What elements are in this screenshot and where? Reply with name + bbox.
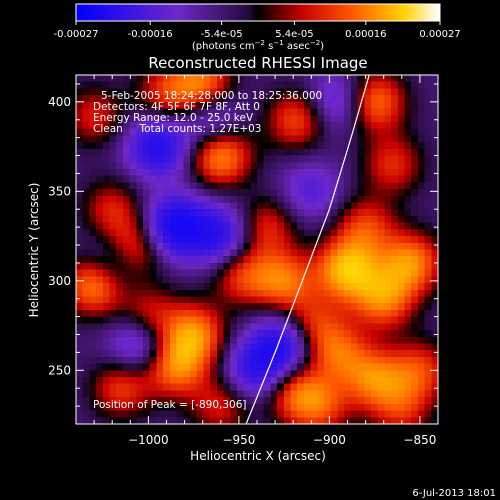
- annotation-detectors: Detectors: 4F 5F 6F 7F 8F, Att 0: [93, 101, 260, 113]
- colorbar-tick-label: -0.00016: [128, 29, 173, 40]
- annotation-block: 5-Feb-2005 18:24:28.000 to 18:25:36.000 …: [93, 90, 322, 135]
- chart-title: Reconstructed RHESSI Image: [148, 54, 367, 72]
- annotation-time-range: 5-Feb-2005 18:24:28.000 to 18:25:36.000: [101, 90, 322, 102]
- colorbar-tick-label: 0.00016: [345, 29, 386, 40]
- y-tick-label: 250: [48, 363, 71, 377]
- y-axis-label: Heliocentric Y (arcsec): [27, 183, 41, 318]
- colorbar-gradient: [76, 4, 440, 21]
- colorbar-tick-label: -0.00027: [54, 29, 99, 40]
- solar-limb-line: [245, 75, 370, 424]
- colorbar-tick-label: -5.4e-05: [201, 29, 243, 40]
- colorbar: -0.00027 -0.00016 -5.4e-05 5.4e-05 0.00016 0.…: [54, 3, 461, 52]
- annotation-clean-counts: Clean Total counts: 1.27E+03: [93, 123, 262, 135]
- colorbar-tick-label: 0.00027: [419, 29, 460, 40]
- colorbar-unit-label: (photons cm−2 s−1 asec−2): [192, 39, 324, 52]
- x-tick-label: −1000: [128, 433, 169, 447]
- y-tick-label: 350: [48, 184, 71, 198]
- colorbar-ticks: -0.00027 -0.00016 -5.4e-05 5.4e-05 0.00016 0.…: [54, 21, 461, 40]
- peak-position-label: Position of Peak = [-890,306]: [93, 399, 247, 411]
- annotation-energy-range: Energy Range: 12.0 - 25.0 keV: [93, 112, 254, 124]
- x-axis-label: Heliocentric X (arcsec): [190, 449, 326, 463]
- x-axis: −1000 −950 −900 −850: [75, 75, 439, 447]
- plot-area: [76, 75, 438, 424]
- y-tick-label: 400: [48, 95, 71, 109]
- x-tick-label: −950: [222, 433, 255, 447]
- y-axis: 250 300 350 400: [48, 83, 438, 425]
- colorbar-frame: [75, 3, 441, 22]
- colorbar-tick-label: 5.4e-05: [275, 29, 313, 40]
- y-tick-label: 300: [48, 274, 71, 288]
- heatmap-image: [76, 75, 438, 424]
- x-tick-label: −900: [313, 433, 346, 447]
- footer-timestamp: 6-Jul-2013 18:01: [412, 488, 496, 499]
- x-tick-label: −850: [403, 433, 436, 447]
